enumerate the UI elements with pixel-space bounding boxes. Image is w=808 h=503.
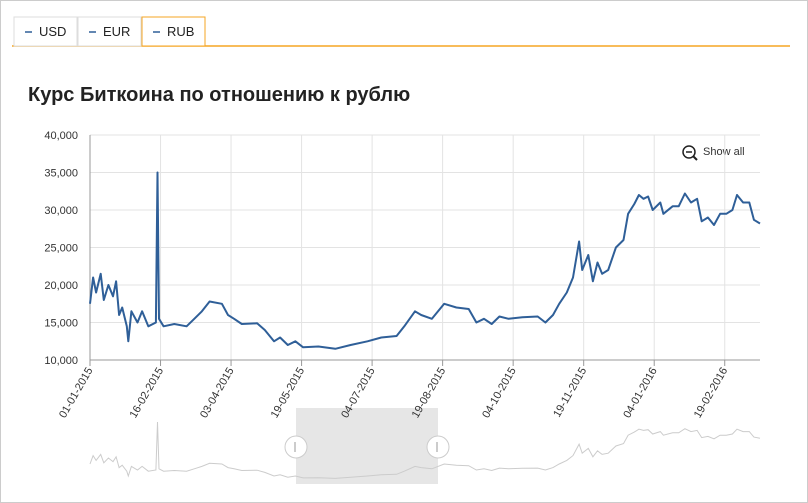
- navigator-selection[interactable]: [296, 408, 438, 484]
- price-line: [89, 171, 761, 350]
- tab-box: [141, 16, 206, 47]
- tab-label: RUB: [167, 24, 194, 39]
- y-tick-label: 15,000: [44, 318, 78, 330]
- tab-box: [77, 16, 142, 47]
- y-tick-label: 10,000: [44, 355, 78, 367]
- tab[interactable]: USD: [13, 16, 78, 47]
- y-tick-label: 40,000: [44, 130, 78, 142]
- navigator-handle[interactable]: [284, 435, 308, 459]
- y-tick-label: 25,000: [44, 243, 78, 255]
- tab-label: EUR: [103, 24, 130, 39]
- y-tick-label: 35,000: [44, 168, 78, 180]
- tab-label: USD: [39, 24, 66, 39]
- tab-box: [13, 16, 78, 47]
- y-tick-label: 20,000: [44, 280, 78, 292]
- navigator-handle[interactable]: [426, 435, 450, 459]
- show-all-label: Show all: [703, 146, 745, 158]
- navigator-line: [89, 421, 761, 479]
- y-tick-label: 30,000: [44, 205, 78, 217]
- tabs: USD EUR RUB: [13, 16, 206, 47]
- zoom-icon: [692, 155, 698, 161]
- zoom-icon: [682, 145, 696, 159]
- chart-title: Курс Биткоина по отношению к рублю: [28, 84, 410, 106]
- tab[interactable]: RUB: [141, 16, 206, 47]
- show-all-button[interactable]: Show all: [682, 145, 745, 161]
- tab[interactable]: EUR: [77, 16, 142, 47]
